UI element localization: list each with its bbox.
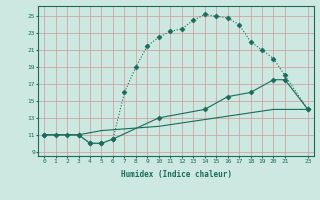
- X-axis label: Humidex (Indice chaleur): Humidex (Indice chaleur): [121, 170, 231, 179]
